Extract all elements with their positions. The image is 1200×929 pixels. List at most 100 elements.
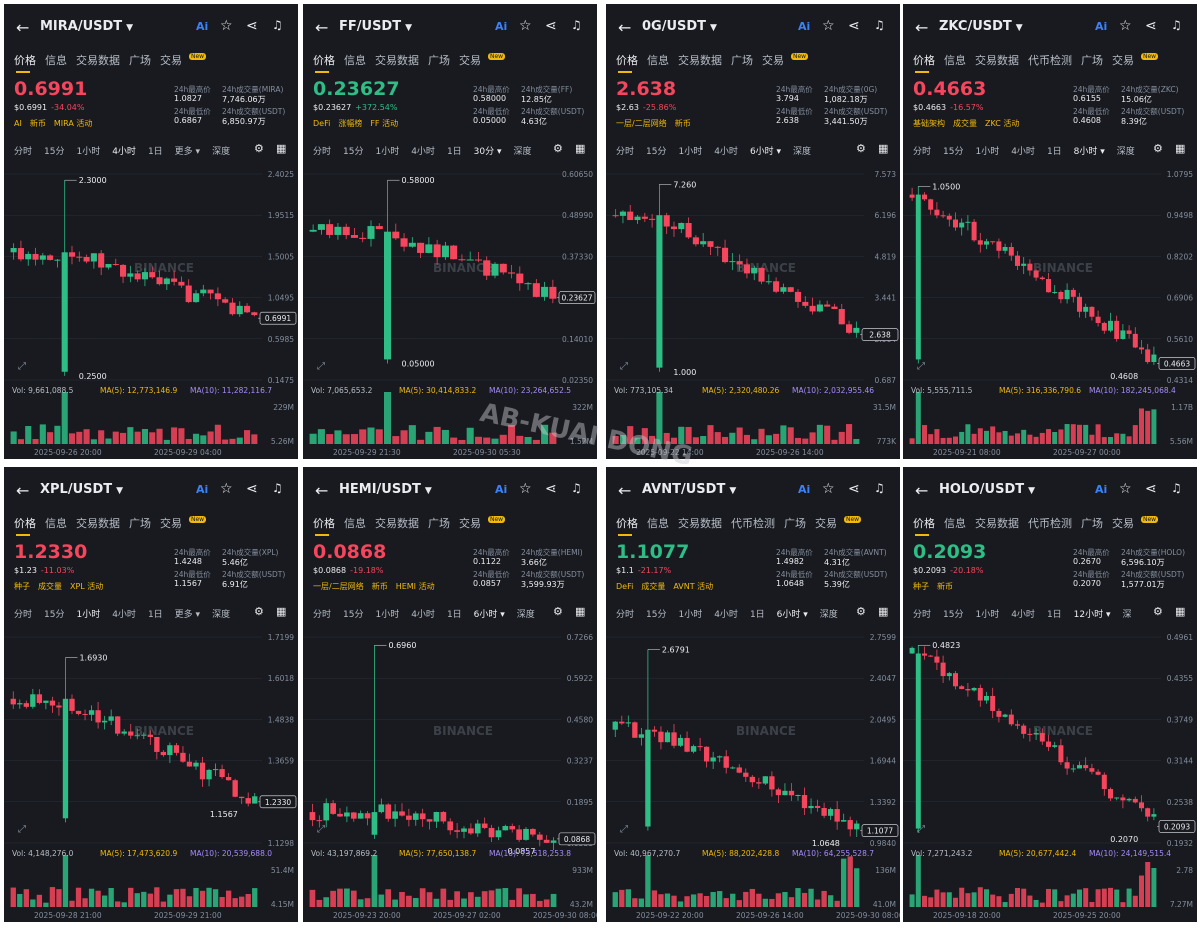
share-icon[interactable]: ⋖: [545, 18, 557, 34]
tag[interactable]: 种子: [14, 582, 30, 591]
tab-2[interactable]: 交易数据: [375, 517, 419, 530]
timeframe-option[interactable]: 15分: [44, 147, 65, 157]
candlestick-chart[interactable]: 0.4961 0.4355 0.3749 0.3144 0.2538 0.1932 BINA…: [903, 627, 1197, 922]
tab-1[interactable]: 信息: [45, 517, 67, 530]
tab-1[interactable]: 信息: [45, 54, 67, 67]
tab-4[interactable]: 广场: [1081, 54, 1103, 67]
timeframe-option[interactable]: 1小时: [375, 610, 400, 620]
grid-layout-icon[interactable]: ▦: [1175, 142, 1186, 155]
tab-0[interactable]: 价格: [313, 517, 335, 530]
tag[interactable]: 一层/二层网络: [313, 582, 364, 591]
grid-layout-icon[interactable]: ▦: [276, 142, 287, 155]
star-icon[interactable]: ☆: [1119, 481, 1132, 497]
timeframe-option[interactable]: 深度: [212, 610, 231, 620]
timeframe-option[interactable]: 深度: [516, 610, 535, 620]
timeframe-option[interactable]: 30分 ▾: [473, 147, 502, 157]
fullscreen-icon[interactable]: ⤢: [18, 824, 26, 835]
tab-1[interactable]: 信息: [944, 54, 966, 67]
star-icon[interactable]: ☆: [822, 18, 835, 34]
tab-2[interactable]: 交易数据: [975, 517, 1019, 530]
tab-5[interactable]: 交易: [1112, 54, 1134, 67]
tab-4[interactable]: 交易: [160, 517, 182, 530]
tag[interactable]: 新币: [371, 582, 388, 591]
tag[interactable]: 成交量: [641, 582, 666, 591]
timeframe-option[interactable]: 1小时: [678, 147, 703, 157]
tab-3[interactable]: 代币检测: [1028, 54, 1072, 67]
star-icon[interactable]: ☆: [220, 481, 233, 497]
indicator-settings-icon[interactable]: ⚙: [856, 142, 866, 155]
tab-0[interactable]: 价格: [913, 517, 935, 530]
bell-icon[interactable]: ♫: [874, 481, 885, 495]
tab-0[interactable]: 价格: [616, 517, 638, 530]
timeframe-option[interactable]: 1小时: [76, 610, 101, 620]
fullscreen-icon[interactable]: ⤢: [317, 824, 325, 835]
tag[interactable]: 成交量: [38, 582, 62, 591]
timeframe-option[interactable]: 8小时 ▾: [1073, 147, 1105, 157]
timeframe-option[interactable]: 1日: [1046, 610, 1062, 620]
tab-3[interactable]: 广场: [428, 517, 450, 530]
ai-icon[interactable]: Ai: [495, 483, 508, 496]
timeframe-option[interactable]: 1日: [147, 147, 163, 157]
trading-pair-selector[interactable]: XPL/USDT ▼: [40, 482, 123, 497]
ai-icon[interactable]: Ai: [196, 483, 209, 496]
timeframe-option[interactable]: 1小时: [678, 610, 703, 620]
tag[interactable]: 基础架构: [913, 119, 945, 128]
tab-0[interactable]: 价格: [14, 54, 36, 67]
tag[interactable]: 一层/二层网络: [616, 119, 667, 128]
share-icon[interactable]: ⋖: [1145, 481, 1157, 497]
indicator-settings-icon[interactable]: ⚙: [553, 142, 563, 155]
timeframe-option[interactable]: 4小时: [714, 147, 738, 157]
bell-icon[interactable]: ♫: [571, 481, 582, 495]
trading-pair-selector[interactable]: AVNT/USDT ▼: [642, 482, 736, 497]
indicator-settings-icon[interactable]: ⚙: [1153, 142, 1163, 155]
candlestick-chart[interactable]: 1.71991.60181.48381.36591.24791.1298BINA…: [4, 627, 298, 922]
timeframe-option[interactable]: 分时: [616, 147, 635, 157]
ai-icon[interactable]: Ai: [798, 483, 811, 496]
tag[interactable]: HEMI 活动: [395, 582, 435, 591]
tag[interactable]: 成交量: [953, 119, 977, 128]
timeframe-option[interactable]: 6小时 ▾: [749, 147, 782, 157]
back-arrow-icon[interactable]: ←: [915, 18, 929, 37]
ai-icon[interactable]: Ai: [798, 20, 811, 33]
timeframe-option[interactable]: 分时: [616, 610, 635, 620]
tab-1[interactable]: 信息: [647, 517, 669, 530]
timeframe-option[interactable]: 更多 ▾: [174, 147, 201, 157]
tag[interactable]: 种子: [913, 582, 929, 591]
tab-4[interactable]: 交易: [459, 517, 481, 530]
tab-2[interactable]: 交易数据: [975, 54, 1019, 67]
fullscreen-icon[interactable]: ⤢: [317, 361, 325, 372]
timeframe-option[interactable]: 深度: [212, 147, 231, 157]
tab-3[interactable]: 广场: [731, 54, 753, 67]
tab-1[interactable]: 信息: [944, 517, 966, 530]
candlestick-chart[interactable]: 0.606500.489900.373300.256700.140100.023…: [303, 164, 597, 459]
timeframe-option[interactable]: 4小时: [411, 147, 435, 157]
grid-layout-icon[interactable]: ▦: [575, 605, 586, 618]
back-arrow-icon[interactable]: ←: [16, 18, 30, 37]
back-arrow-icon[interactable]: ←: [915, 481, 929, 500]
share-icon[interactable]: ⋖: [545, 481, 557, 497]
bell-icon[interactable]: ♫: [571, 18, 582, 32]
bell-icon[interactable]: ♫: [272, 18, 283, 32]
fullscreen-icon[interactable]: ⤢: [917, 824, 925, 835]
tab-4[interactable]: 交易: [160, 54, 182, 67]
grid-layout-icon[interactable]: ▦: [575, 142, 586, 155]
tab-1[interactable]: 信息: [647, 54, 669, 67]
grid-layout-icon[interactable]: ▦: [878, 142, 889, 155]
timeframe-option[interactable]: 6小时 ▾: [776, 610, 808, 620]
ai-icon[interactable]: Ai: [495, 20, 508, 33]
tag[interactable]: 新币: [674, 119, 691, 128]
tag[interactable]: DeFi: [616, 582, 634, 591]
timeframe-option[interactable]: 1日: [749, 610, 765, 620]
timeframe-option[interactable]: 15分: [343, 147, 364, 157]
timeframe-option[interactable]: 1日: [446, 147, 462, 157]
tab-5[interactable]: 交易: [815, 517, 837, 530]
tab-0[interactable]: 价格: [616, 54, 638, 67]
timeframe-option[interactable]: 1小时: [975, 147, 1000, 157]
star-icon[interactable]: ☆: [519, 481, 532, 497]
timeframe-option[interactable]: 4小时: [714, 610, 738, 620]
timeframe-option[interactable]: 分时: [14, 610, 33, 620]
tab-2[interactable]: 交易数据: [678, 54, 722, 67]
indicator-settings-icon[interactable]: ⚙: [1153, 605, 1163, 618]
tag[interactable]: MIRA 活动: [53, 119, 93, 128]
timeframe-option[interactable]: 15分: [943, 610, 964, 620]
